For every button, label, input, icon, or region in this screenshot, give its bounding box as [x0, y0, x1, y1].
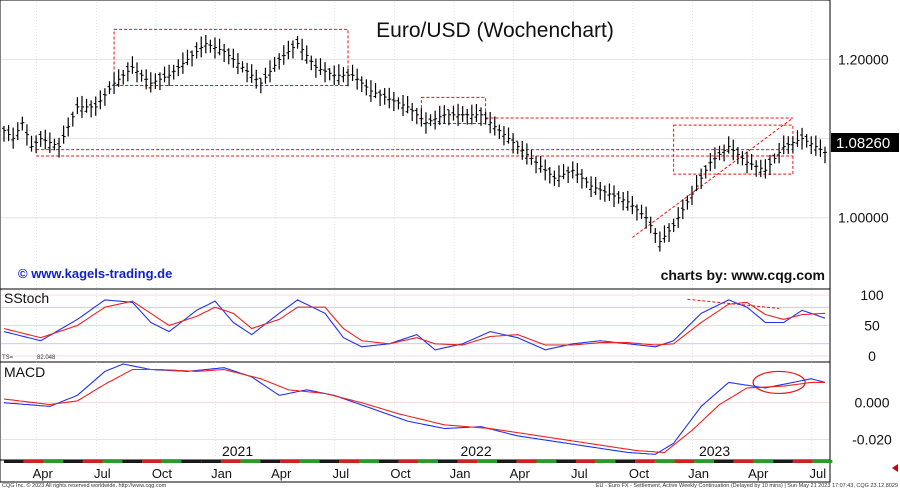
month-segment	[516, 460, 537, 463]
month-segment	[240, 460, 261, 463]
month-segment	[497, 460, 517, 463]
month-segment	[122, 460, 143, 463]
year-label: 2022	[460, 443, 491, 459]
month-label: Jul	[810, 466, 827, 481]
y-tick-label: 100	[860, 287, 884, 303]
stochastic-lines	[3, 299, 826, 351]
grid	[1, 2, 829, 458]
month-segment	[792, 460, 813, 463]
month-segment	[260, 460, 281, 463]
macd-label: MACD	[4, 364, 45, 380]
month-label: Apr	[271, 466, 292, 481]
indicator-line	[3, 368, 825, 454]
month-segment	[674, 460, 695, 463]
month-segment	[714, 460, 734, 463]
month-segment	[142, 460, 162, 463]
month-segment	[595, 460, 616, 463]
year-label: 2023	[699, 443, 730, 459]
month-segment	[437, 460, 458, 463]
month-segment	[319, 460, 340, 463]
month-segment	[339, 460, 360, 463]
indicator-line	[3, 363, 826, 455]
chart-title: Euro/USD (Wochenchart)	[376, 19, 614, 42]
month-segment	[398, 460, 419, 463]
month-segment	[457, 460, 478, 463]
month-segment	[82, 460, 103, 463]
month-segment	[201, 460, 221, 463]
macd-lines	[3, 363, 826, 455]
footer: CQG Inc. © 2023 All rights reserved worl…	[0, 482, 900, 491]
month-label: Apr	[510, 466, 531, 481]
y-tick-label: 50	[864, 318, 880, 334]
month-segment	[102, 460, 123, 463]
month-segment	[23, 460, 44, 463]
last-price-label: 1.08260	[836, 135, 890, 152]
month-label: Apr	[748, 466, 769, 481]
stochastic-readout-prefix: TS=	[2, 355, 14, 361]
indicator-line	[3, 300, 826, 346]
month-label: Jul	[333, 466, 350, 481]
month-segment	[220, 460, 241, 463]
month-segment	[43, 460, 64, 463]
macd-highlight-ellipse	[752, 370, 806, 395]
indicator-line	[3, 299, 826, 351]
scroll-arrow-icon[interactable]	[892, 464, 898, 472]
month-segment	[359, 460, 379, 463]
month-segment	[378, 460, 399, 463]
month-label: Jan	[211, 466, 232, 481]
footer-left: CQG Inc. © 2023 All rights reserved worl…	[2, 483, 167, 489]
month-segment	[733, 460, 754, 463]
footer-right: EU - Euro FX - Settlement, Active Weekly…	[595, 483, 898, 489]
zone-rectangle	[113, 28, 349, 87]
month-label: Jul	[94, 466, 111, 481]
month-segment	[694, 460, 715, 463]
y-tick-label: 0	[868, 348, 876, 364]
year-label: 2021	[222, 443, 253, 459]
month-segment	[4, 460, 24, 463]
month-segment	[654, 460, 675, 463]
stochastic-readout: 82.048	[37, 355, 56, 361]
month-segment	[161, 460, 182, 463]
last-price-badge	[831, 133, 899, 152]
month-segment	[556, 460, 576, 463]
month-segment	[280, 460, 300, 463]
month-segment	[63, 460, 83, 463]
month-label: Oct	[390, 466, 411, 481]
month-segment	[418, 460, 438, 463]
month-segment	[181, 460, 202, 463]
month-segment	[773, 460, 793, 463]
month-label: Jan	[688, 466, 709, 481]
y-tick-label: -0.020	[852, 432, 892, 448]
time-axis: Apr Jul Oct Jan Apr Jul Oct Jan Apr Jul Oct Jan Apr J…	[0, 443, 833, 483]
month-segment	[575, 460, 596, 463]
watermark-right: charts by: www.cqg.com	[661, 267, 825, 283]
month-label: Oct	[152, 466, 173, 481]
month-segment	[299, 460, 320, 463]
y-tick-label: 1.00000	[838, 210, 889, 226]
month-label: Oct	[629, 466, 650, 481]
price-bars	[2, 34, 827, 252]
month-segment	[635, 460, 655, 463]
y-tick-label: 1.20000	[838, 51, 889, 67]
month-label: Jul	[571, 466, 588, 481]
stochastic-label: SStoch	[4, 290, 49, 306]
month-segment	[477, 460, 498, 463]
month-segment	[536, 460, 557, 463]
month-segment	[615, 460, 636, 463]
month-label: Jan	[450, 466, 471, 481]
month-label: Apr	[33, 466, 54, 481]
y-tick-label: 0.000	[854, 395, 889, 411]
watermark-left: © www.kagels-trading.de	[18, 266, 172, 281]
month-segment	[753, 460, 774, 463]
trendline	[632, 117, 794, 238]
month-segment	[812, 460, 833, 463]
